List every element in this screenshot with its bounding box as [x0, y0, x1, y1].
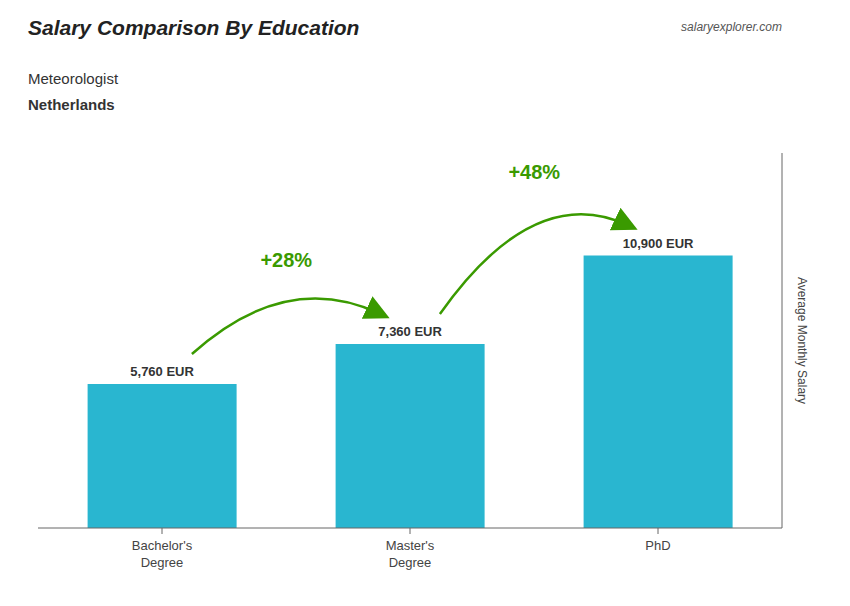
svg-text:Bachelor'sDegree: Bachelor'sDegree	[132, 538, 193, 570]
svg-text:+48%: +48%	[508, 161, 560, 183]
html-text:Meteorologist: Meteorologist	[28, 70, 118, 87]
html-text:salaryexplorer.com: salaryexplorer.com	[681, 20, 782, 34]
svg-text:5,760 EUR: 5,760 EUR	[130, 364, 194, 379]
svg-text:7,360 EUR: 7,360 EUR	[378, 324, 442, 339]
svg-text:+28%: +28%	[260, 249, 312, 271]
svg-text:PhD: PhD	[645, 538, 670, 553]
html-text:Salary Comparison By Education: Salary Comparison By Education	[28, 16, 360, 39]
svg-text:10,900 EUR: 10,900 EUR	[623, 236, 694, 251]
html-text:Netherlands: Netherlands	[28, 96, 115, 113]
svg-text:Master'sDegree: Master'sDegree	[386, 538, 435, 570]
svg-text:Average Monthly Salary: Average Monthly Salary	[795, 277, 809, 404]
